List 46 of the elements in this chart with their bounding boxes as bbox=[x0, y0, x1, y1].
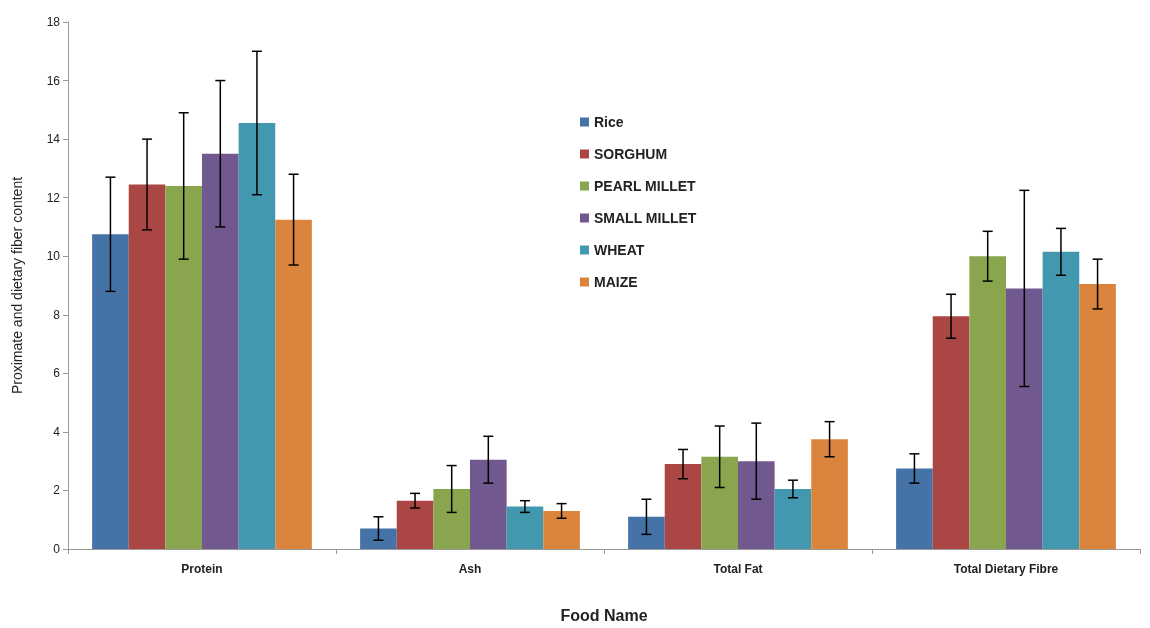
legend-label: Rice bbox=[594, 114, 624, 130]
bar bbox=[92, 234, 129, 549]
bar bbox=[1079, 284, 1116, 549]
bar bbox=[896, 468, 933, 549]
x-tick-label: Protein bbox=[181, 562, 223, 576]
y-tick-label: 2 bbox=[53, 483, 61, 498]
bar bbox=[932, 316, 970, 549]
bar bbox=[543, 510, 580, 549]
y-tick-label: 0 bbox=[53, 542, 61, 556]
bar bbox=[628, 516, 665, 549]
x-axis-title: Food Name bbox=[560, 606, 648, 624]
x-tick-label: Ash bbox=[458, 562, 482, 576]
bar bbox=[506, 506, 544, 549]
legend-label: WHEAT bbox=[594, 242, 645, 258]
bar bbox=[774, 488, 812, 549]
bar bbox=[1006, 288, 1043, 549]
y-tick-label: 14 bbox=[46, 132, 61, 147]
bar bbox=[202, 153, 239, 549]
x-tick-label: Total Dietary Fibre bbox=[953, 562, 1059, 576]
legend-label: MAIZE bbox=[594, 274, 638, 290]
bar bbox=[128, 184, 166, 549]
bar bbox=[470, 459, 507, 549]
y-axis-title: Proximate and dietary fiber content bbox=[9, 176, 25, 395]
y-tick-label: 12 bbox=[46, 190, 61, 205]
legend-label: SMALL MILLET bbox=[594, 210, 697, 226]
bar bbox=[811, 439, 848, 549]
bar bbox=[360, 528, 397, 549]
bar bbox=[738, 461, 775, 549]
bar bbox=[396, 500, 434, 549]
legend-label: SORGHUM bbox=[594, 146, 668, 162]
bar bbox=[969, 256, 1006, 549]
bar bbox=[664, 464, 702, 549]
y-tick-label: 6 bbox=[53, 366, 61, 381]
y-tick-label: 18 bbox=[46, 15, 61, 29]
bar bbox=[275, 219, 312, 549]
y-tick-label: 16 bbox=[46, 73, 61, 88]
bar bbox=[433, 488, 470, 549]
y-tick-label: 8 bbox=[53, 307, 61, 322]
y-tick-label: 10 bbox=[46, 249, 61, 264]
bar bbox=[238, 123, 276, 549]
bar bbox=[165, 185, 202, 549]
bar bbox=[1042, 251, 1080, 549]
y-tick-label: 4 bbox=[53, 424, 61, 439]
legend-label: PEARL MILLET bbox=[594, 178, 697, 194]
x-tick-label: Total Fat bbox=[713, 562, 763, 576]
bar bbox=[701, 456, 738, 549]
